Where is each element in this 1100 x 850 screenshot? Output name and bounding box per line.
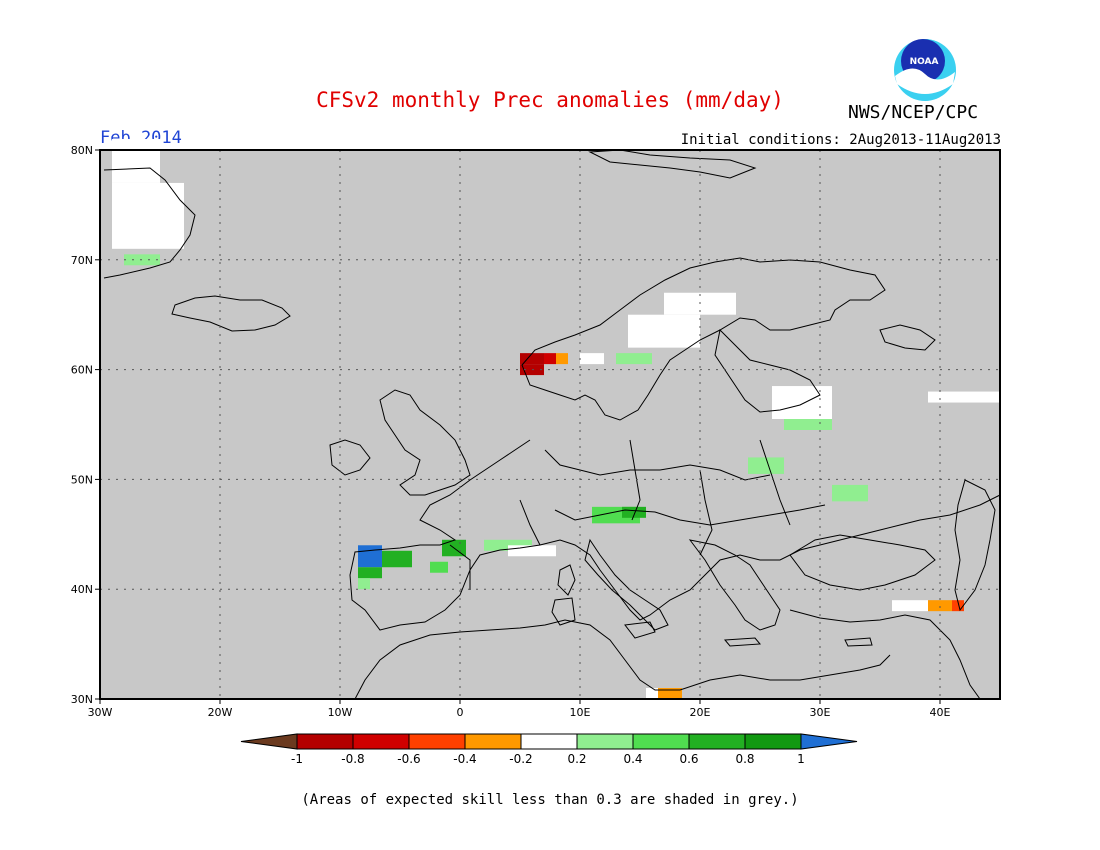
lat-tick-label: 50N [71, 473, 93, 486]
anomaly-cell [520, 353, 544, 365]
skill-footnote: (Areas of expected skill less than 0.3 a… [301, 792, 799, 808]
map-background [100, 150, 1000, 699]
anomaly-cell [382, 550, 412, 568]
initial-conditions-label: Initial conditions: 2Aug2013-11Aug2013 [680, 132, 1001, 148]
anomaly-cell [430, 561, 448, 573]
colorbar-box [632, 733, 690, 750]
anomaly-cell [952, 600, 964, 612]
colorbar-tick-label: -0.4 [453, 752, 476, 766]
colorbar-tick-label: -0.2 [509, 752, 532, 766]
lat-tick-label: 40N [71, 583, 93, 596]
anomaly-cell [646, 688, 658, 699]
colorbar-tick-label: -0.6 [397, 752, 420, 766]
anomaly-cell [508, 545, 556, 557]
anomaly-cell [658, 688, 682, 699]
colorbar-box [520, 733, 578, 750]
anomaly-cell [358, 545, 382, 568]
colorbar-box [408, 733, 466, 750]
anomaly-cell [628, 314, 700, 348]
lon-tick-label: 20E [690, 706, 711, 719]
axis-ticks: 30N 40N 50N 60N 70N 80N 30W 20W 10W 0 10E 20E 30E 40E [71, 144, 951, 719]
lon-tick-label: 20W [208, 706, 233, 719]
anomaly-cell [112, 139, 160, 183]
chart-title: CFSv2 monthly Prec anomalies (mm/day) [316, 88, 784, 112]
anomaly-cell [784, 419, 832, 430]
lat-tick-label: 70N [71, 254, 93, 267]
lon-tick-label: 40E [930, 706, 951, 719]
colorbar-box [464, 733, 522, 750]
colorbar-box [352, 733, 410, 750]
anomaly-cell [832, 484, 868, 502]
anomaly-cell [748, 457, 784, 474]
lon-tick-label: 10W [328, 706, 353, 719]
anomaly-cell [358, 567, 382, 579]
colorbar-tick-label: 1 [797, 752, 805, 766]
colorbar-tick-label: 0.8 [735, 752, 754, 766]
anomaly-cell [928, 600, 952, 612]
anomaly-cell [484, 539, 532, 551]
lat-tick-label: 80N [71, 144, 93, 157]
colorbar-tick-label: -1 [291, 752, 303, 766]
anomaly-cell [622, 506, 646, 518]
map-frame [99, 149, 1001, 700]
anomaly-cell [772, 386, 832, 420]
org-label: NWS/NCEP/CPC [848, 102, 979, 123]
colorbar-left-arrow [240, 733, 298, 750]
lat-tick-label: 60N [71, 364, 93, 377]
lon-tick-label: 30W [88, 706, 113, 719]
colorbar-tick-label: 0.6 [679, 752, 698, 766]
colorbar-right-arrow [800, 733, 858, 750]
anomaly-cell [616, 353, 652, 365]
colorbar-tick-label: 0.4 [623, 752, 642, 766]
colorbar-box [688, 733, 746, 750]
anomaly-cell [892, 600, 928, 612]
gridlines [100, 150, 1000, 699]
anomaly-cell [928, 391, 1000, 403]
colorbar-tick-label: 0.2 [567, 752, 586, 766]
anomaly-cell [556, 353, 568, 365]
lat-tick-label: 30N [71, 693, 93, 706]
colorbar: -1 -0.8 -0.6 -0.4 -0.2 0.2 0.4 0.6 0.8 1 [240, 733, 858, 766]
anomaly-cell [112, 182, 184, 249]
lon-tick-label: 30E [810, 706, 831, 719]
colorbar-box [576, 733, 634, 750]
coastlines [103, 149, 1001, 700]
lon-tick-label: 0 [457, 706, 464, 719]
anomaly-cell [358, 578, 370, 590]
lon-tick-label: 10E [570, 706, 591, 719]
anomaly-cell [544, 353, 556, 365]
colorbar-box [296, 733, 354, 750]
colorbar-box [744, 733, 802, 750]
colorbar-tick-label: -0.8 [341, 752, 364, 766]
anomaly-cell [580, 353, 604, 365]
